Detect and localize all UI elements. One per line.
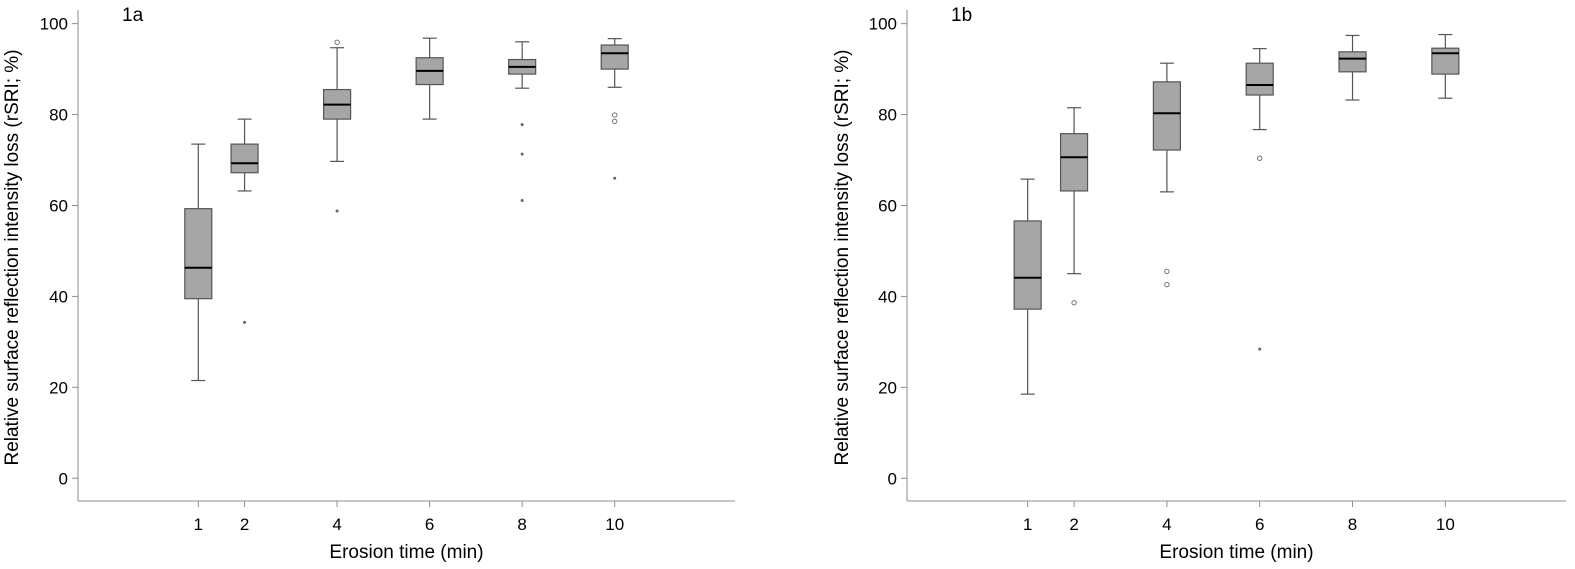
- x-tick-label: 10: [605, 515, 624, 534]
- box: [1152, 81, 1181, 151]
- extreme-point: [520, 123, 524, 127]
- y-tick-label: 40: [49, 287, 68, 306]
- panel-label: 1a: [122, 5, 144, 26]
- x-tick-label: 10: [1436, 515, 1455, 534]
- y-tick-label: 100: [40, 15, 68, 34]
- y-tick-label: 0: [888, 469, 897, 488]
- x-tick-label: 1: [194, 515, 203, 534]
- box: [1245, 62, 1274, 96]
- extreme-point: [243, 320, 247, 324]
- extreme-point: [1258, 347, 1262, 351]
- box: [1431, 47, 1460, 75]
- x-tick-label: 6: [1255, 515, 1264, 534]
- chart-panel-1a: 0 20 40 60 80 100 1 2 4 6 8 10 Erosion time (min) Rel…: [2, 5, 735, 563]
- outlier-point: [1071, 300, 1077, 306]
- y-tick-label: 60: [878, 196, 897, 215]
- chart-panel-1b: 0 20 40 60 80 100 1 2 4 6 8 10 Erosion time (min) Rel…: [832, 5, 1566, 563]
- outlier-point: [1164, 268, 1170, 275]
- outlier-point: [334, 39, 340, 45]
- x-axis-title: Erosion time (min): [329, 542, 483, 563]
- x-tick-label: 4: [332, 515, 341, 534]
- y-axis-title: Relative surface reflection intensity lo…: [2, 49, 23, 465]
- box: [600, 44, 629, 70]
- outlier-point: [1164, 281, 1170, 288]
- y-tick-label: 80: [49, 106, 68, 125]
- x-tick-label: 6: [425, 515, 434, 534]
- extreme-point: [335, 209, 339, 213]
- y-tick-label: 60: [49, 196, 68, 215]
- x-tick-label: 2: [1069, 515, 1078, 534]
- x-axis-title: Erosion time (min): [1159, 542, 1313, 563]
- y-tick-label: 20: [49, 378, 68, 397]
- y-tick-label: 0: [59, 469, 68, 488]
- extreme-point: [613, 176, 617, 180]
- box: [1338, 51, 1367, 73]
- x-tick-label: 1: [1023, 515, 1032, 534]
- box: [184, 208, 213, 300]
- box: [230, 143, 259, 174]
- x-tick-label: 2: [240, 515, 249, 534]
- y-tick-label: 40: [878, 287, 897, 306]
- y-tick-label: 20: [878, 378, 897, 397]
- x-tick-label: 8: [517, 515, 526, 534]
- outlier-point: [612, 112, 618, 118]
- x-tick-label: 4: [1162, 515, 1171, 534]
- outlier-point: [1257, 155, 1263, 161]
- outlier-point: [612, 118, 618, 125]
- extreme-point: [520, 198, 524, 202]
- box: [1059, 133, 1089, 192]
- x-tick-label: 8: [1348, 515, 1357, 534]
- y-tick-label: 80: [878, 106, 897, 125]
- panel-label: 1b: [951, 5, 972, 26]
- box: [1013, 220, 1042, 310]
- y-tick-label: 100: [869, 15, 897, 34]
- extreme-point: [520, 152, 524, 156]
- y-axis-title: Relative surface reflection intensity lo…: [832, 49, 853, 465]
